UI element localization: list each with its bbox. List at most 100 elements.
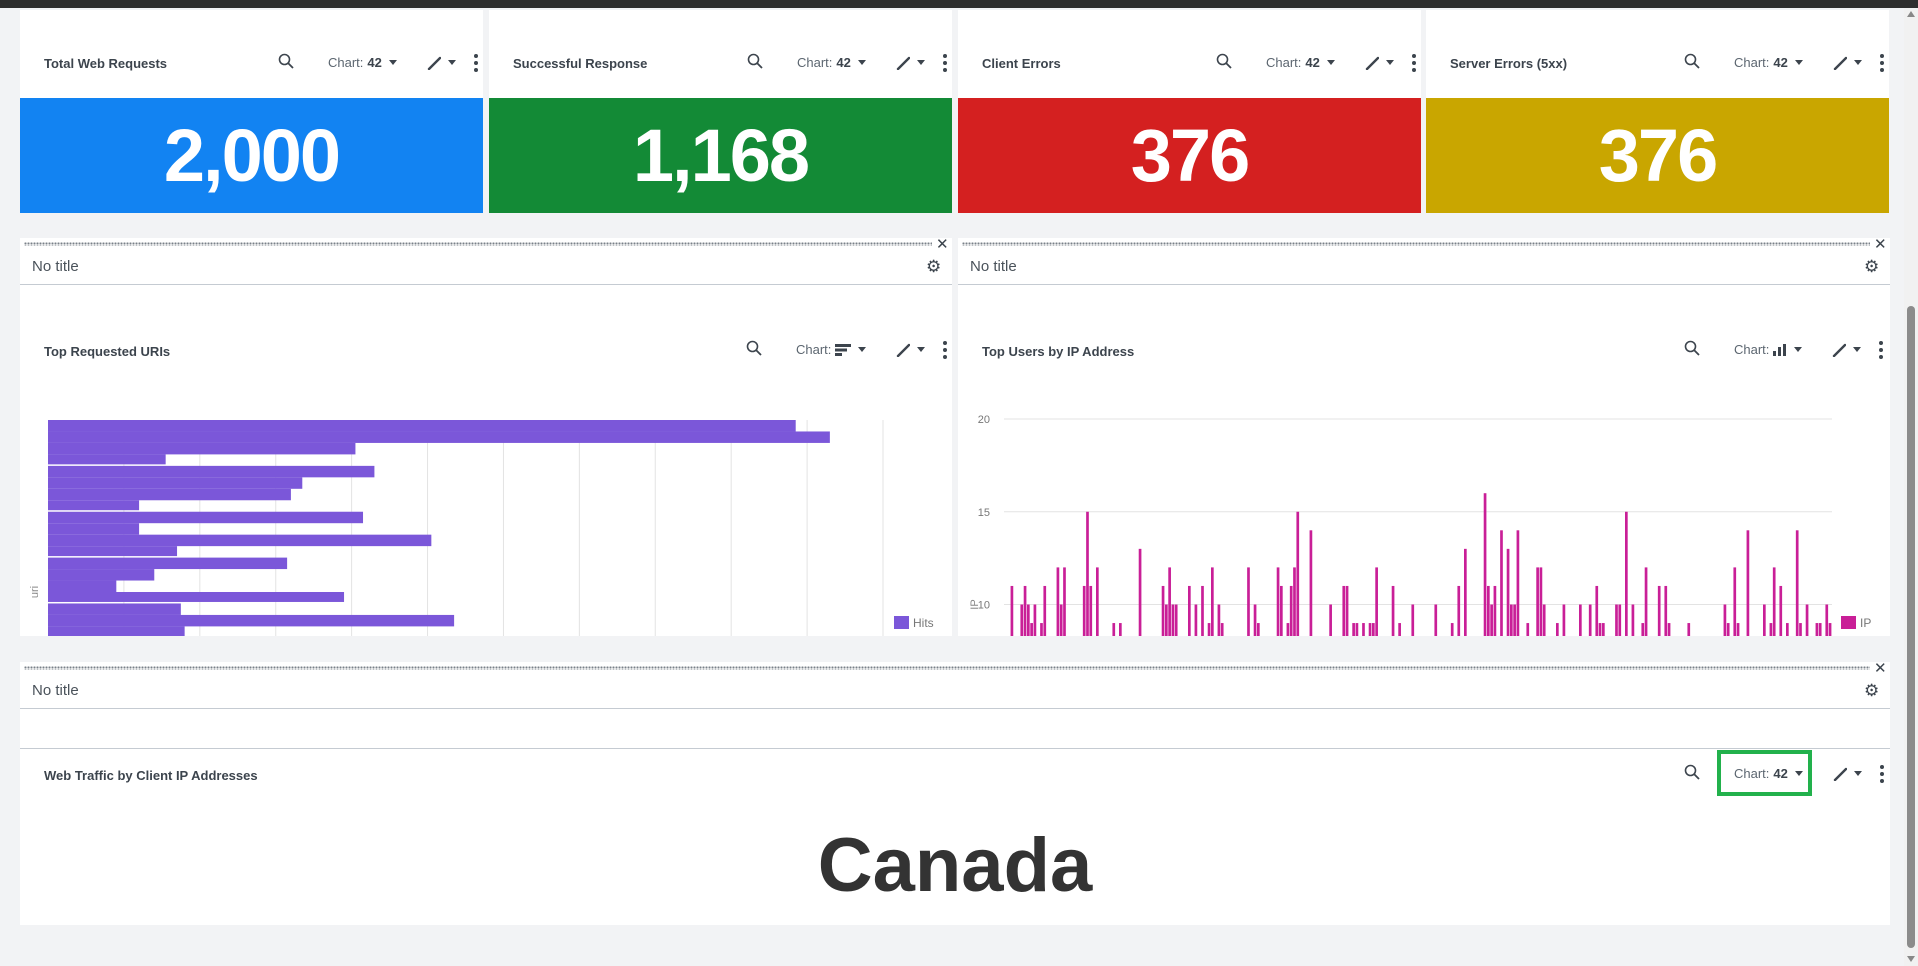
legend-swatch bbox=[1841, 616, 1856, 629]
close-icon[interactable]: ✕ bbox=[1874, 660, 1887, 677]
bar bbox=[1493, 585, 1497, 636]
panel-geo: ✕ No title ⚙ Web Traffic by Client IP Ad… bbox=[20, 660, 1890, 925]
chart-type-dropdown[interactable]: Chart: 42 bbox=[797, 55, 866, 70]
bar bbox=[1063, 567, 1066, 636]
style-dropdown[interactable] bbox=[427, 56, 456, 70]
paintbrush-icon bbox=[1833, 767, 1847, 781]
close-icon[interactable]: ✕ bbox=[936, 236, 949, 253]
bar bbox=[1220, 623, 1224, 636]
window-top-bar bbox=[0, 0, 1918, 8]
kpi-card: Successful Response Chart: 42 1,168 bbox=[489, 10, 952, 213]
more-options-icon[interactable] bbox=[943, 340, 948, 359]
kpi-title: Total Web Requests bbox=[44, 56, 168, 71]
bar bbox=[1772, 567, 1776, 636]
style-dropdown[interactable] bbox=[1833, 767, 1862, 781]
bar bbox=[1286, 623, 1290, 636]
bar bbox=[1795, 530, 1799, 636]
bar bbox=[48, 511, 364, 524]
bar bbox=[1289, 585, 1293, 636]
bar bbox=[1089, 585, 1093, 636]
kpi-card: Server Errors (5xx) Chart: 42 376 bbox=[1426, 10, 1889, 213]
kpi-title: Server Errors (5xx) bbox=[1450, 56, 1568, 71]
chart-type-dropdown[interactable]: Chart: 42 bbox=[328, 55, 397, 70]
style-dropdown[interactable] bbox=[1832, 343, 1862, 357]
scroll-down-arrow[interactable] bbox=[1907, 956, 1915, 962]
kpi-title: Successful Response bbox=[513, 56, 648, 71]
bar bbox=[1345, 585, 1349, 636]
uri-bar-chart: 020406080100120140160180200HitsuriHits bbox=[29, 420, 934, 636]
bar bbox=[1513, 604, 1516, 636]
bar bbox=[1490, 604, 1493, 636]
bar bbox=[1500, 530, 1503, 636]
search-icon[interactable] bbox=[747, 53, 763, 72]
close-icon[interactable]: ✕ bbox=[1874, 236, 1887, 253]
style-dropdown[interactable] bbox=[1833, 56, 1862, 70]
gear-icon[interactable]: ⚙ bbox=[1864, 257, 1880, 276]
gear-icon[interactable]: ⚙ bbox=[1864, 681, 1880, 700]
bar bbox=[1556, 623, 1559, 636]
bar bbox=[1119, 623, 1122, 636]
bar bbox=[1464, 548, 1467, 636]
chart-title: Web Traffic by Client IP Addresses bbox=[44, 768, 258, 783]
search-icon[interactable] bbox=[1684, 53, 1700, 72]
bar bbox=[1625, 511, 1628, 636]
bar bbox=[1769, 623, 1773, 636]
gear-icon[interactable]: ⚙ bbox=[926, 257, 942, 276]
chart-type-dropdown[interactable]: Chart: bbox=[796, 342, 867, 357]
drag-handle[interactable] bbox=[962, 242, 1870, 246]
chart-type-dropdown[interactable]: Chart: 42 bbox=[1266, 55, 1335, 70]
more-options-icon[interactable] bbox=[473, 53, 478, 72]
search-icon[interactable] bbox=[278, 53, 294, 72]
more-options-icon[interactable] bbox=[942, 53, 947, 72]
bar bbox=[1194, 604, 1198, 636]
bar bbox=[1723, 604, 1727, 636]
panel-title[interactable]: No title bbox=[32, 682, 79, 699]
bar bbox=[1253, 604, 1257, 636]
more-options-icon[interactable] bbox=[1411, 53, 1416, 72]
search-icon[interactable] bbox=[1684, 764, 1700, 783]
bar bbox=[1483, 493, 1487, 636]
bar bbox=[1779, 585, 1783, 636]
bar bbox=[48, 500, 140, 511]
more-options-icon[interactable] bbox=[1879, 764, 1884, 783]
scroll-up-arrow[interactable] bbox=[1907, 11, 1915, 17]
bar bbox=[1542, 604, 1546, 636]
bar bbox=[1296, 511, 1300, 636]
bar bbox=[1352, 623, 1355, 636]
style-dropdown[interactable] bbox=[896, 343, 926, 357]
panel-title[interactable]: No title bbox=[970, 258, 1017, 275]
bar bbox=[1562, 604, 1566, 636]
search-icon[interactable] bbox=[1216, 53, 1232, 72]
bar bbox=[1799, 623, 1802, 636]
chart-type-dropdown[interactable]: Chart: 42 bbox=[1734, 55, 1803, 70]
bar bbox=[48, 431, 830, 443]
bar bbox=[1293, 567, 1296, 636]
drag-handle[interactable] bbox=[24, 242, 932, 246]
bar bbox=[1372, 623, 1375, 636]
more-options-icon[interactable] bbox=[1879, 53, 1884, 72]
paintbrush-icon bbox=[897, 343, 911, 357]
chart-type-dropdown[interactable]: Chart: 42 bbox=[1734, 766, 1803, 781]
chart-type-dropdown[interactable]: Chart: bbox=[1734, 342, 1803, 357]
bar bbox=[1815, 623, 1819, 636]
panel-title[interactable]: No title bbox=[32, 258, 79, 275]
drag-handle[interactable] bbox=[24, 666, 1870, 670]
scrollbar-track[interactable] bbox=[1904, 8, 1918, 966]
divider bbox=[958, 284, 1890, 285]
bar bbox=[1398, 623, 1401, 636]
bar bbox=[48, 626, 185, 636]
bar bbox=[1828, 623, 1832, 636]
bar bbox=[1786, 623, 1789, 636]
legend-swatch bbox=[894, 616, 909, 629]
search-icon[interactable] bbox=[746, 340, 762, 359]
style-dropdown[interactable] bbox=[1365, 56, 1394, 70]
scrollbar-thumb[interactable] bbox=[1907, 306, 1915, 948]
more-options-icon[interactable] bbox=[1879, 340, 1884, 359]
style-dropdown[interactable] bbox=[896, 56, 925, 70]
bar bbox=[1096, 567, 1099, 636]
bar bbox=[1059, 604, 1063, 636]
search-icon[interactable] bbox=[1684, 340, 1700, 359]
paintbrush-icon bbox=[1833, 56, 1847, 70]
paintbrush-icon bbox=[1365, 56, 1379, 70]
bar bbox=[1168, 567, 1171, 636]
